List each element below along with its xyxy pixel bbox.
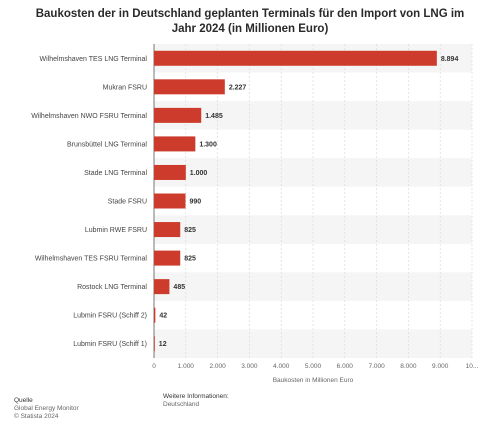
info-heading: Weitere Informationen: xyxy=(163,393,229,400)
source-line: Global Energy Monitor xyxy=(14,405,79,412)
category-label: Rostock LNG Terminal xyxy=(77,284,147,291)
value-label: 485 xyxy=(173,284,185,291)
info-block: Weitere Informationen: Deutschland xyxy=(163,393,229,409)
value-label: 825 xyxy=(184,227,196,234)
bar xyxy=(154,279,170,295)
value-label: 1.000 xyxy=(190,170,208,177)
bar xyxy=(154,250,181,266)
category-label: Stade LNG Terminal xyxy=(84,170,147,177)
x-tick-label: 0 xyxy=(152,363,156,370)
category-label: Lubmin FSRU (Schiff 1) xyxy=(73,341,147,348)
info-line: Deutschland xyxy=(163,401,200,408)
source-block: Quelle Global Energy Monitor © Statista … xyxy=(14,397,79,421)
category-label: Wilhelmshaven TES FSRU Terminal xyxy=(35,256,148,263)
category-label: Stade FSRU xyxy=(108,199,147,206)
value-label: 12 xyxy=(159,341,167,348)
bar xyxy=(154,50,437,66)
x-tick-label: 2.000 xyxy=(209,363,226,370)
category-label: Wilhelmshaven NWO FSRU Terminal xyxy=(31,113,147,120)
value-label: 990 xyxy=(189,199,201,206)
bar xyxy=(154,193,186,209)
copyright-line: © Statista 2024 xyxy=(14,413,59,420)
bar xyxy=(154,107,202,123)
category-label: Lubmin FSRU (Schiff 2) xyxy=(73,313,147,320)
value-label: 1.300 xyxy=(199,141,217,148)
category-label: Brunsbüttel LNG Terminal xyxy=(67,141,147,148)
category-label: Mukran FSRU xyxy=(103,84,147,91)
chart-title: Baukosten der in Deutschland geplanten T… xyxy=(35,8,465,35)
x-tick-label: 9.000 xyxy=(432,363,449,370)
bar xyxy=(154,79,225,95)
category-label: Wilhelmshaven TES LNG Terminal xyxy=(39,56,147,63)
bar xyxy=(154,164,186,180)
value-label: 825 xyxy=(184,256,196,263)
bar xyxy=(154,136,196,152)
source-heading: Quelle xyxy=(14,397,33,404)
bar xyxy=(154,307,156,323)
x-tick-label: 4.000 xyxy=(273,363,290,370)
bar xyxy=(154,222,181,238)
value-label: 42 xyxy=(159,313,167,320)
x-axis-label: Baukosten in Millionen Euro xyxy=(273,377,354,384)
x-tick-label: 1.000 xyxy=(178,363,195,370)
x-tick-label: 5.000 xyxy=(305,363,322,370)
x-tick-label: 7.000 xyxy=(368,363,385,370)
x-tick-label: 8.000 xyxy=(400,363,417,370)
value-label: 8.894 xyxy=(441,56,459,63)
value-label: 1.485 xyxy=(205,113,223,120)
x-tick-label: 6.000 xyxy=(337,363,354,370)
x-tick-label: 3.000 xyxy=(241,363,258,370)
category-label: Lubmin RWE FSRU xyxy=(85,227,147,234)
bar xyxy=(154,336,155,352)
x-tick-label: 10... xyxy=(466,363,479,370)
value-label: 2.227 xyxy=(229,84,247,91)
